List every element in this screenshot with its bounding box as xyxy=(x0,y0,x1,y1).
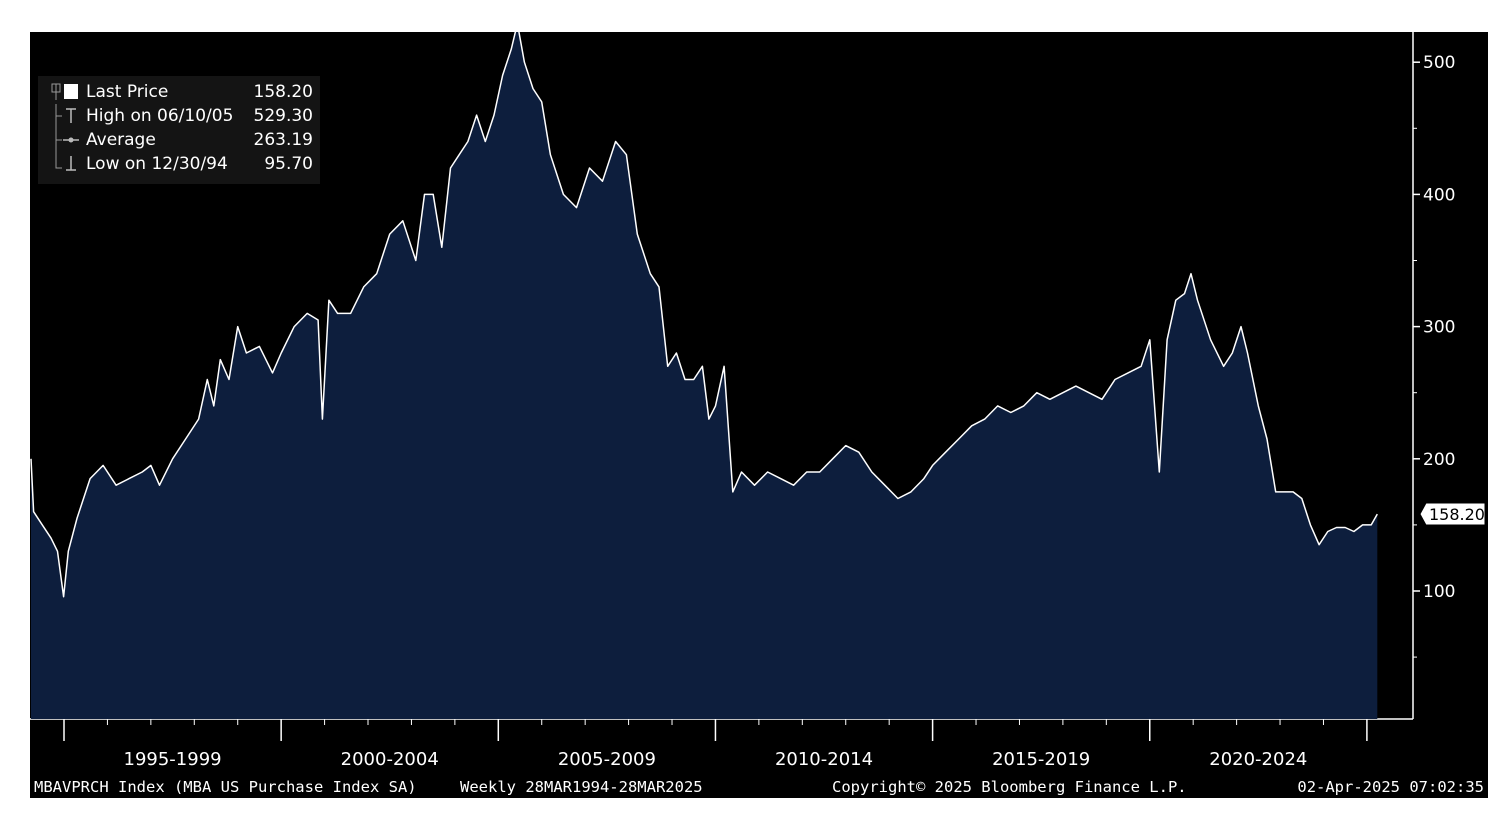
legend-value: 95.70 xyxy=(264,154,313,174)
legend-value: 263.19 xyxy=(253,130,313,150)
legend-item-last-price: Last Price 158.20 xyxy=(48,80,313,104)
footer-timestamp: 02-Apr-2025 07:02:35 xyxy=(1297,778,1484,796)
x-tick-label: 2000-2004 xyxy=(341,749,439,770)
x-tick-label: 2020-2024 xyxy=(1209,749,1307,770)
high-marker-icon xyxy=(55,104,76,128)
legend-item-low: Low on 12/30/94 95.70 xyxy=(48,152,313,176)
x-tick-label: 1995-1999 xyxy=(124,749,222,770)
x-tick-label: 2005-2009 xyxy=(558,749,656,770)
legend: Last Price 158.20 High on 06/10/05 529.3… xyxy=(38,76,320,184)
legend-value: 529.30 xyxy=(253,106,313,126)
series-area-fill xyxy=(31,32,1378,719)
y-tick-label: 500 xyxy=(1423,53,1455,73)
legend-value: 158.20 xyxy=(253,82,313,102)
legend-label: Low on 12/30/94 xyxy=(86,154,228,174)
x-tick-label: 2015-2019 xyxy=(992,749,1090,770)
legend-label: Average xyxy=(86,130,156,150)
legend-box-icon xyxy=(51,83,78,100)
low-marker-icon xyxy=(55,152,76,171)
chart-svg: 100 200 300 400 500 158.20 1995-1999 2000-2004 2… xyxy=(30,32,1486,770)
legend-label: Last Price xyxy=(86,82,169,102)
legend-item-average: Average 263.19 xyxy=(48,128,313,152)
y-tick-label: 400 xyxy=(1423,185,1455,205)
legend-label: High on 06/10/05 xyxy=(86,106,234,126)
y-tick-label: 200 xyxy=(1423,450,1455,470)
series-line-last-price xyxy=(30,32,1378,598)
footer-period: Weekly 28MAR1994-28MAR2025 xyxy=(460,778,703,796)
average-marker-icon xyxy=(55,128,79,152)
x-tick-label: 2010-2014 xyxy=(775,749,873,770)
last-value-label: 158.20 xyxy=(1429,505,1485,524)
footer-ticker: MBAVPRCH Index (MBA US Purchase Index SA… xyxy=(34,778,417,796)
y-tick-label: 300 xyxy=(1423,318,1455,338)
footer-copyright: Copyright© 2025 Bloomberg Finance L.P. xyxy=(832,778,1187,796)
legend-item-high: High on 06/10/05 529.30 xyxy=(48,104,313,128)
last-value-marker xyxy=(1419,502,1486,526)
chart-frame: 100 200 300 400 500 158.20 1995-1999 2000-2004 2… xyxy=(30,32,1488,798)
y-tick-label: 100 xyxy=(1423,582,1455,602)
